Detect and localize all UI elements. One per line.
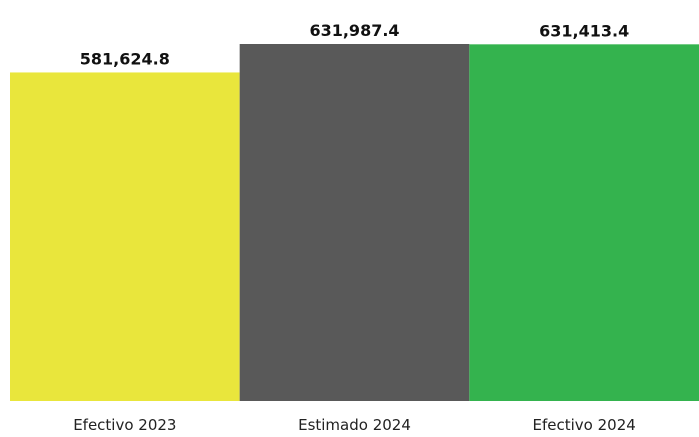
bar-1 (10, 72, 240, 401)
value-label-2: 631,987.4 (309, 21, 399, 40)
bar-3 (469, 44, 699, 401)
category-label-1: Efectivo 2023 (73, 416, 176, 434)
bars-group (10, 44, 699, 401)
category-labels-group: Efectivo 2023 Estimado 2024 Efectivo 2024 (73, 416, 636, 434)
bar-2 (239, 44, 470, 401)
value-label-3: 631,413.4 (539, 21, 629, 40)
category-label-2: Estimado 2024 (298, 416, 411, 434)
value-label-1: 581,624.8 (80, 49, 170, 68)
category-label-3: Efectivo 2024 (533, 416, 636, 434)
value-labels-group: 581,624.8 631,987.4 631,413.4 (80, 21, 629, 68)
